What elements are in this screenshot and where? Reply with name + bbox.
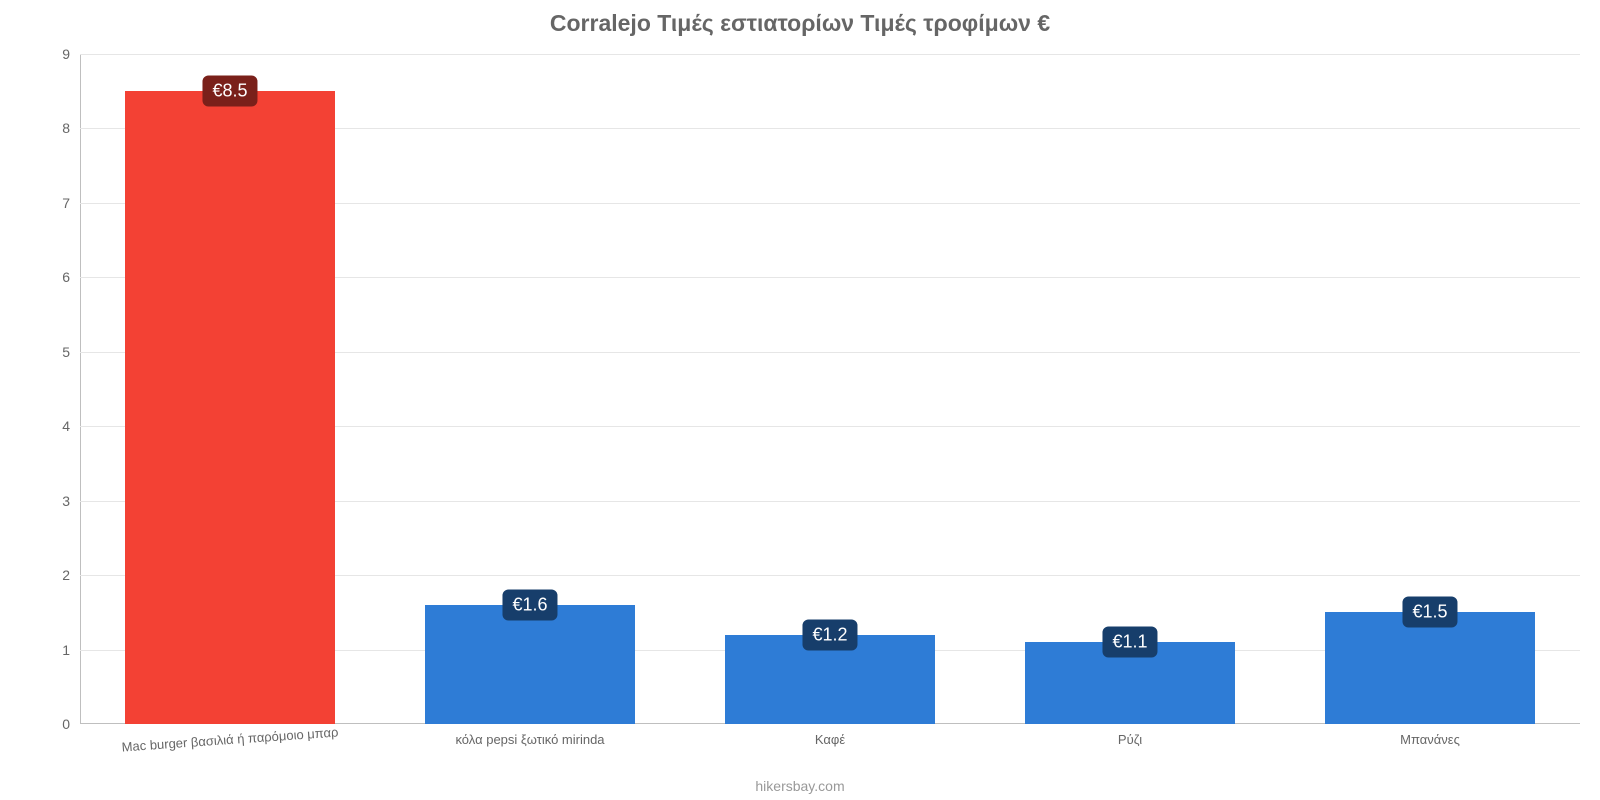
chart-credit: hikersbay.com <box>0 778 1600 794</box>
x-tick-label: Ρύζι <box>1118 732 1142 747</box>
x-tick-label: Mac burger βασιλιά ή παρόμοιο μπαρ <box>121 724 339 754</box>
y-tick-label: 5 <box>62 344 80 360</box>
y-tick-label: 9 <box>62 46 80 62</box>
gridline <box>80 54 1580 55</box>
bar-value-badge: €1.2 <box>802 619 857 650</box>
y-tick-label: 6 <box>62 269 80 285</box>
x-tick-label: κόλα pepsi ξωτικό mirinda <box>455 732 604 747</box>
y-tick-label: 1 <box>62 642 80 658</box>
bar-value-badge: €1.1 <box>1102 627 1157 658</box>
y-tick-label: 0 <box>62 716 80 732</box>
y-tick-label: 3 <box>62 493 80 509</box>
x-tick-label: Μπανάνες <box>1400 732 1460 747</box>
x-tick-label: Καφέ <box>815 732 845 747</box>
plot-area: 0123456789€8.5Mac burger βασιλιά ή παρόμ… <box>80 54 1580 724</box>
price-bar-chart: Corralejo Τιμές εστιατορίων Τιμές τροφίμ… <box>0 0 1600 800</box>
bar: €1.2 <box>725 635 935 724</box>
bar-value-badge: €1.6 <box>502 589 557 620</box>
bar: €1.5 <box>1325 612 1535 724</box>
y-axis-line <box>80 54 81 724</box>
bar: €1.6 <box>425 605 635 724</box>
chart-title: Corralejo Τιμές εστιατορίων Τιμές τροφίμ… <box>0 10 1600 37</box>
y-tick-label: 2 <box>62 567 80 583</box>
y-tick-label: 4 <box>62 418 80 434</box>
bar-value-badge: €1.5 <box>1402 597 1457 628</box>
bar-value-badge: €8.5 <box>202 76 257 107</box>
bar: €8.5 <box>125 91 335 724</box>
y-tick-label: 7 <box>62 195 80 211</box>
bar: €1.1 <box>1025 642 1235 724</box>
y-tick-label: 8 <box>62 120 80 136</box>
